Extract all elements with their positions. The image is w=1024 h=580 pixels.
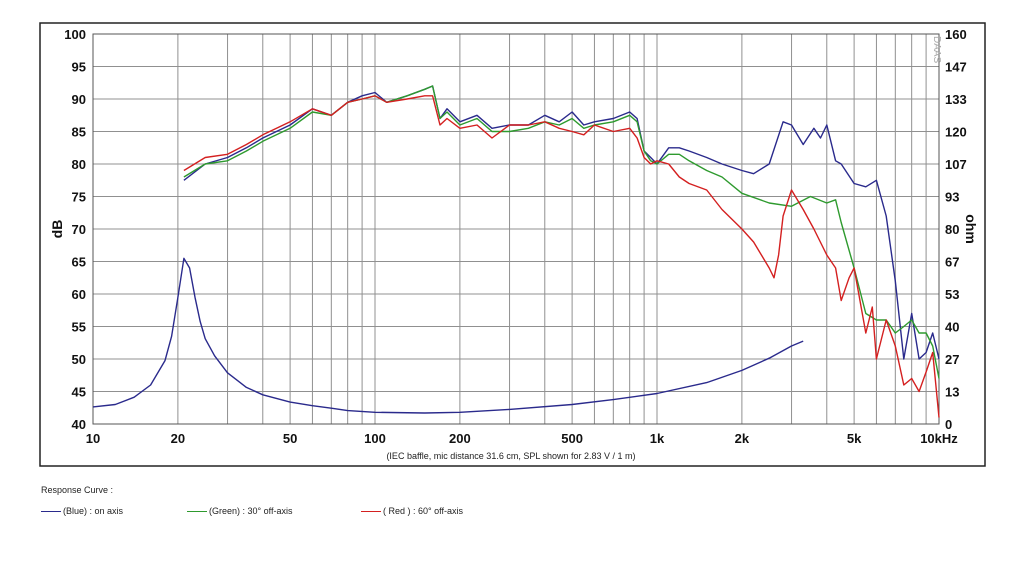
legend-label-red: ( Red ) : 60° off-axis	[383, 506, 463, 516]
y-left-tick-label-0: 40	[72, 417, 86, 432]
y-left-tick-label-3: 55	[72, 320, 86, 335]
series-line-2	[183, 95, 940, 418]
y-left-tick-label-4: 60	[72, 287, 86, 302]
y-right-tick-label-0: 0	[945, 417, 952, 432]
x-tick-label-3: 100	[364, 431, 386, 446]
legend-label-blue: (Blue) : on axis	[63, 506, 124, 516]
series-layer	[92, 85, 940, 418]
legend-title: Response Curve :	[41, 485, 114, 495]
y-left-tick-label-9: 85	[72, 125, 86, 140]
legend-item-blue: (Blue) : on axis	[41, 506, 123, 516]
y-right-tick-label-2: 27	[945, 352, 959, 367]
y-right-tick-label-5: 67	[945, 255, 959, 270]
y-right-tick-label-6: 80	[945, 222, 959, 237]
y-left-tick-label-8: 80	[72, 157, 86, 172]
y-right-tick-label-7: 93	[945, 190, 959, 205]
legend-swatch-green	[187, 510, 207, 512]
y-axis-right-title: ohm	[963, 214, 979, 244]
y-left-tick-label-1: 45	[72, 385, 86, 400]
x-tick-label-0: 10	[86, 431, 100, 446]
y-right-tick-label-10: 133	[945, 92, 967, 107]
x-tick-label-8: 5k	[847, 431, 862, 446]
measurement-note: (IEC baffle, mic distance 31.6 cm, SPL s…	[386, 451, 635, 461]
y-left-tick-label-5: 65	[72, 255, 86, 270]
chart-frame	[39, 22, 986, 467]
x-tick-label-5: 500	[561, 431, 583, 446]
x-tick-label-1: 20	[171, 431, 185, 446]
legend-label-green: (Green) : 30° off-axis	[209, 506, 293, 516]
y-left-tick-label-2: 50	[72, 352, 86, 367]
y-right-tick-label-1: 13	[945, 385, 959, 400]
x-tick-label-7: 2k	[735, 431, 750, 446]
series-line-3	[92, 257, 804, 414]
legend-item-green: (Green) : 30° off-axis	[187, 506, 292, 516]
x-tick-label-2: 50	[283, 431, 297, 446]
y-right-tick-label-4: 53	[945, 287, 959, 302]
y-left-tick-label-12: 100	[64, 27, 86, 42]
y-left-tick-label-6: 70	[72, 222, 86, 237]
x-tick-label-6: 1k	[650, 431, 665, 446]
y-right-tick-label-12: 160	[945, 27, 967, 42]
y-right-tick-label-8: 107	[945, 157, 967, 172]
y-axis-left-title: dB	[49, 220, 65, 239]
legend-swatch-red	[361, 510, 381, 512]
y-right-tick-label-9: 120	[945, 125, 967, 140]
legend-swatch-blue	[41, 510, 61, 512]
y-left-tick-label-7: 75	[72, 190, 86, 205]
watermark: DAAS	[931, 36, 942, 64]
y-left-tick-label-10: 90	[72, 92, 86, 107]
x-tick-label-9: 10kHz	[920, 431, 958, 446]
y-right-tick-label-11: 147	[945, 60, 967, 75]
plot-border	[92, 33, 940, 425]
legend-item-red: ( Red ) : 60° off-axis	[361, 506, 463, 516]
tick-labels: 10 20 50 100 200 500 1k 2k 5k 10kHz 40 45 50 55 60 65 70…	[64, 27, 966, 446]
y-left-tick-label-11: 95	[72, 60, 86, 75]
x-tick-label-4: 200	[449, 431, 471, 446]
y-right-tick-label-3: 40	[945, 320, 959, 335]
